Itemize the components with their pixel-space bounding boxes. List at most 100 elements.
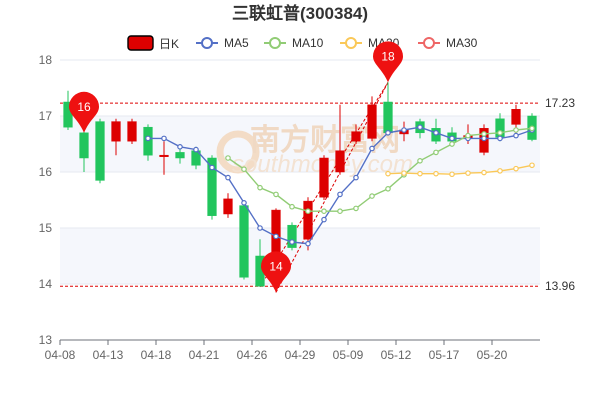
ma5-point xyxy=(401,127,407,133)
ma10-point xyxy=(513,127,519,133)
ma10-point xyxy=(449,141,455,147)
candle xyxy=(111,118,121,156)
ma10-point xyxy=(529,125,535,132)
ma5-point xyxy=(321,216,327,223)
candle-body xyxy=(79,132,89,159)
pin-label: 14 xyxy=(269,259,283,273)
ma5-point xyxy=(385,130,391,136)
ma5-point xyxy=(337,191,343,198)
ma10-point xyxy=(273,191,279,198)
legend-item: MA5 xyxy=(196,36,249,50)
y-tick-label: 16 xyxy=(39,165,53,179)
x-axis: 04-08 04-13 04-18 04-21 04-26 04-29 05-09 05-12… xyxy=(45,339,540,362)
grid-lines xyxy=(60,59,540,341)
ma20-point xyxy=(417,170,423,177)
ma20-point xyxy=(529,162,535,169)
candle xyxy=(351,124,361,144)
candle xyxy=(143,124,153,161)
y-tick-label: 15 xyxy=(39,221,53,235)
ma20-point xyxy=(433,170,439,177)
x-tick-label: 05-12 xyxy=(381,348,412,362)
legend[interactable]: 日KMA5MA10MA20MA30 xyxy=(127,35,478,51)
ma5-point xyxy=(497,135,503,142)
ma5-point xyxy=(481,135,487,142)
legend-label: MA30 xyxy=(446,36,478,50)
candle-body xyxy=(127,121,137,142)
legend-point-icon xyxy=(201,37,213,49)
y-tick-label: 18 xyxy=(39,53,53,67)
ma10-point xyxy=(241,166,247,173)
candle-body xyxy=(239,205,249,278)
ma10-point xyxy=(257,184,263,191)
ma20-line xyxy=(387,164,533,175)
legend-label: 日K xyxy=(159,37,179,51)
ma10-point xyxy=(481,131,487,137)
ma5-point xyxy=(225,174,231,181)
candle-body xyxy=(303,200,313,240)
moving-average-lines xyxy=(145,124,535,247)
ma5-point xyxy=(209,164,215,171)
high-reference-label: 17.23 xyxy=(545,96,575,110)
ma5-point xyxy=(513,132,519,139)
legend-point-icon xyxy=(269,37,281,49)
candle-body xyxy=(223,198,233,215)
pin-label: 18 xyxy=(381,49,395,63)
candle-body xyxy=(143,126,153,156)
ma20-point xyxy=(401,170,407,176)
plot-band xyxy=(60,228,540,284)
ma20-point xyxy=(465,170,471,176)
ma10-point xyxy=(321,208,327,215)
ma20-point xyxy=(385,170,391,177)
candle xyxy=(367,96,377,142)
legend-item: 日K xyxy=(127,35,179,51)
reference-lines: 17.23 13.96 xyxy=(60,96,575,293)
pin-shape xyxy=(373,41,403,83)
x-tick-label: 05-09 xyxy=(333,348,364,362)
x-tick-label: 04-08 xyxy=(45,348,76,362)
x-tick-label: 04-21 xyxy=(189,348,220,362)
candle-body xyxy=(351,131,361,142)
chart-title: 三联虹普(300384) xyxy=(232,3,368,23)
legend-label: MA10 xyxy=(292,36,324,50)
x-tick-label: 04-26 xyxy=(237,348,268,362)
legend-point-icon xyxy=(345,37,357,49)
legend-item: MA30 xyxy=(418,36,478,50)
ma5-point xyxy=(353,174,359,181)
candle-body xyxy=(511,109,521,125)
pin-label: 16 xyxy=(77,100,91,114)
candle xyxy=(287,222,297,251)
plot-bands xyxy=(60,116,540,284)
ma5-point xyxy=(273,233,279,240)
x-tick-label: 05-20 xyxy=(477,348,508,362)
candle xyxy=(319,155,329,200)
candle xyxy=(223,193,233,218)
x-tick-label: 05-17 xyxy=(429,348,460,362)
ma10-point xyxy=(433,149,439,156)
ma10-point xyxy=(497,130,503,136)
pin-shape xyxy=(261,251,291,293)
ma5-point xyxy=(177,144,183,150)
legend-candle-icon xyxy=(127,35,154,51)
candle xyxy=(335,104,345,175)
ma5-point xyxy=(145,135,151,142)
price-marker-pin: 14 xyxy=(261,251,291,293)
watermark-logo xyxy=(216,130,260,174)
candle-body xyxy=(95,121,105,181)
ma5-point xyxy=(417,124,423,131)
ma5-point xyxy=(449,135,455,142)
candle-body xyxy=(111,121,121,142)
ma5-point xyxy=(289,239,295,245)
ma20-point xyxy=(513,165,519,172)
candle-body xyxy=(271,209,281,257)
y-tick-label: 14 xyxy=(39,277,53,291)
candle-body xyxy=(367,104,377,139)
low-reference-label: 13.96 xyxy=(545,279,575,293)
ma10-point xyxy=(305,208,311,215)
candle-body xyxy=(207,157,217,216)
ma10-point xyxy=(289,203,295,210)
pin-shape xyxy=(69,91,99,133)
ma20-point xyxy=(449,171,455,178)
candle-body xyxy=(319,157,329,198)
legend-point-icon xyxy=(423,37,435,49)
